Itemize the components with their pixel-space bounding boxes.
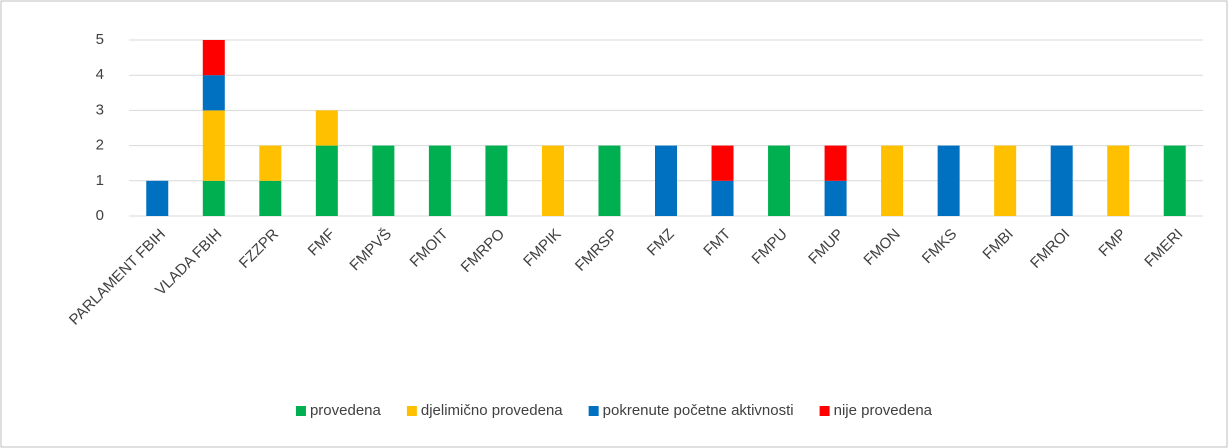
bar-segment xyxy=(315,145,338,216)
legend-swatch xyxy=(295,406,306,416)
bar-segment xyxy=(202,110,225,181)
bar-segment xyxy=(824,180,847,216)
bar-segment xyxy=(655,145,677,216)
legend-item: djelimično provedena xyxy=(406,402,563,419)
legend-item: pokrenute početne aktivnosti xyxy=(588,402,794,419)
bar-segment xyxy=(937,145,960,216)
bar-segment xyxy=(428,145,451,216)
bar-segment xyxy=(315,110,338,146)
legend-swatch xyxy=(406,406,417,416)
y-tick-label: 2 xyxy=(96,137,104,154)
y-tick-label: 3 xyxy=(96,101,104,118)
bar-segment xyxy=(202,75,225,111)
bar-segment xyxy=(146,180,169,216)
bar-segment xyxy=(824,145,847,181)
bar-segment xyxy=(1163,145,1186,216)
bar-segment xyxy=(259,145,282,181)
bar-segment xyxy=(259,180,282,216)
legend-item: provedena xyxy=(295,402,382,419)
y-tick-label: 0 xyxy=(96,207,104,224)
bar-segment xyxy=(202,40,225,76)
y-tick-label: 1 xyxy=(96,172,104,189)
bar-segment xyxy=(881,145,904,216)
y-tick-label: 5 xyxy=(96,31,104,48)
bar-segment xyxy=(1107,145,1130,216)
bar-segment xyxy=(598,145,621,216)
legend-swatch xyxy=(819,406,830,416)
bar-segment xyxy=(994,145,1017,216)
legend-label: nije provedena xyxy=(834,402,933,419)
legend-label: pokrenute početne aktivnosti xyxy=(603,402,794,419)
bar-segment xyxy=(202,180,225,216)
bar-segment xyxy=(768,145,791,216)
bar-segment xyxy=(372,145,395,216)
bar-segment xyxy=(541,145,564,216)
bar-segment xyxy=(1050,145,1073,216)
legend-label: provedena xyxy=(310,402,382,419)
bar-segment xyxy=(711,180,734,216)
legend-label: djelimično provedena xyxy=(421,402,563,419)
bar-segment xyxy=(711,145,734,181)
legend-item: nije provedena xyxy=(819,402,933,419)
y-tick-label: 4 xyxy=(96,66,104,83)
legend-swatch xyxy=(588,406,599,416)
bar-segment xyxy=(485,145,508,216)
